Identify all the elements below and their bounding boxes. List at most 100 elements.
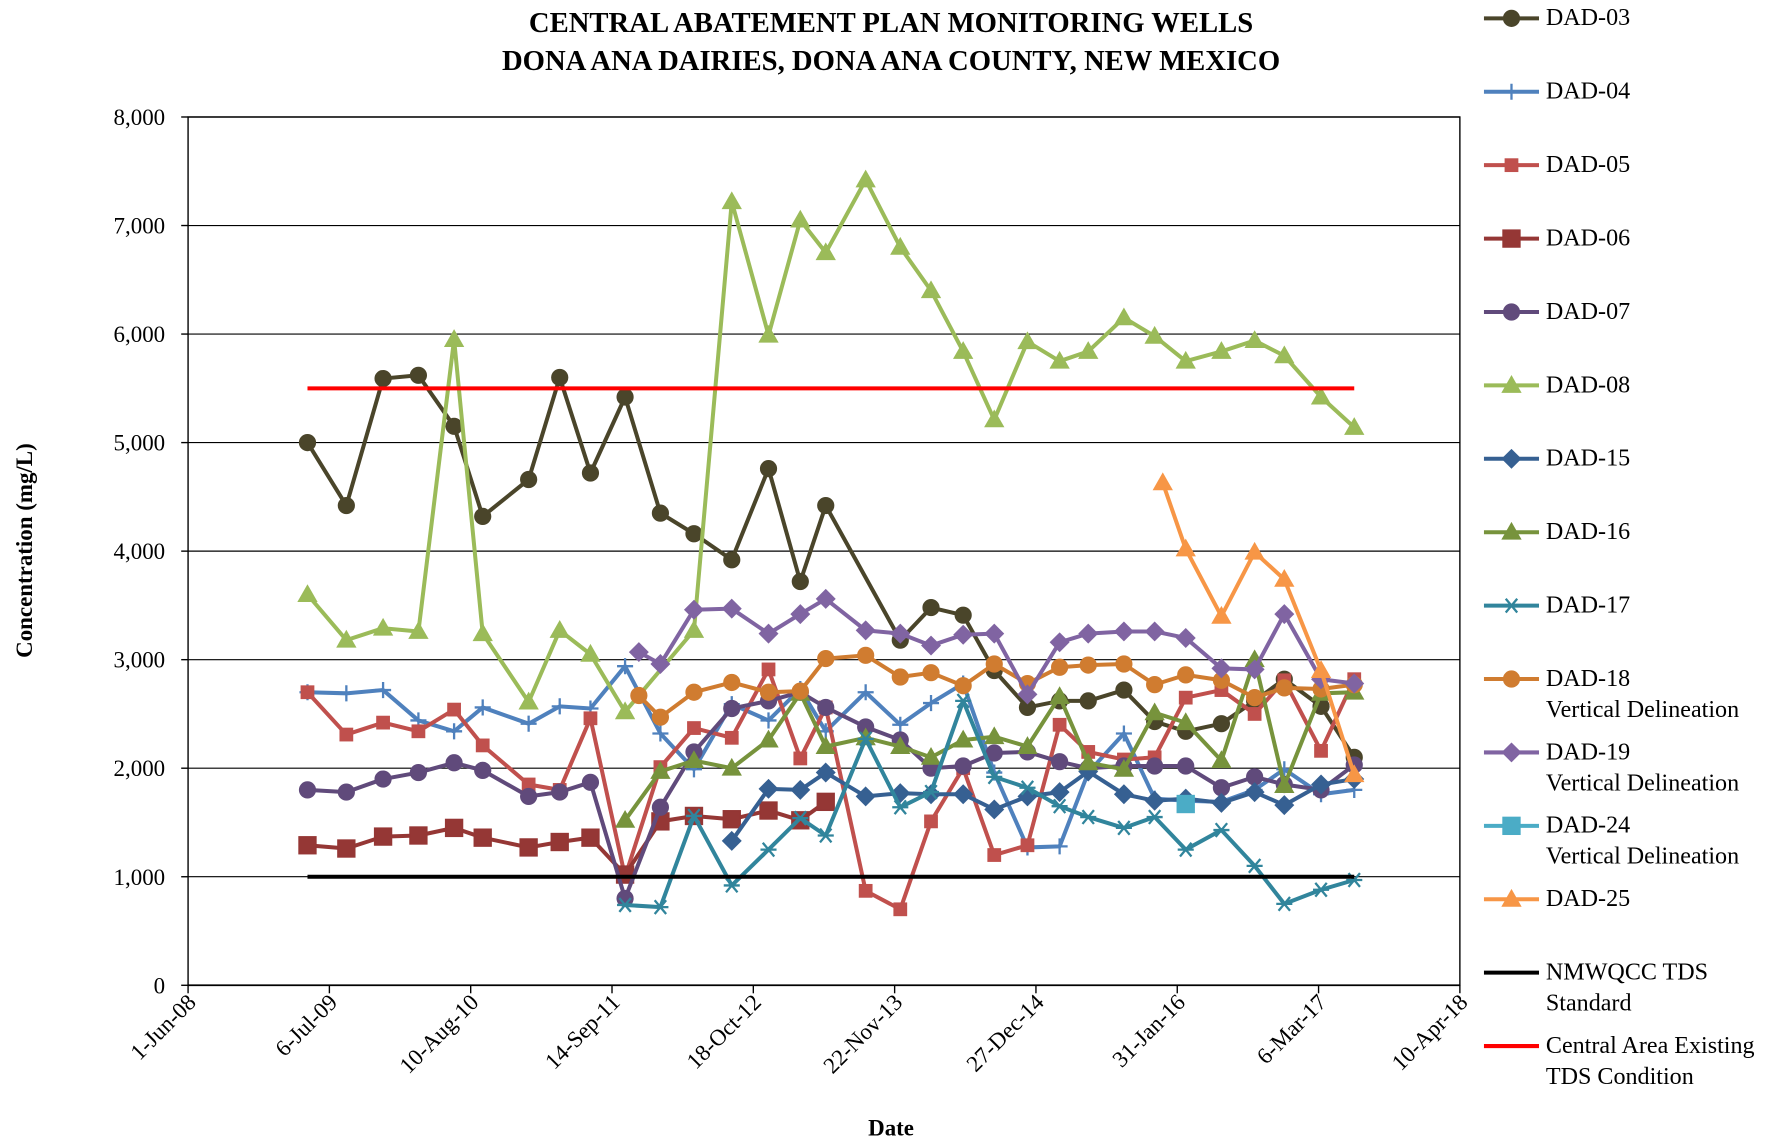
marker (1211, 605, 1232, 624)
marker (298, 781, 317, 799)
marker (1502, 229, 1521, 248)
marker (297, 584, 318, 603)
marker (1051, 658, 1069, 676)
marker (409, 763, 428, 782)
series-line (306, 667, 1357, 912)
marker (1051, 838, 1068, 855)
y-tick-label: 6,000 (114, 322, 166, 347)
legend-label: DAD-24 Vertical Delineation (1545, 810, 1740, 870)
marker (1501, 375, 1522, 393)
marker (953, 729, 974, 748)
marker (1049, 686, 1070, 705)
legend-entry: NMWQCC TDS Standard (1482, 957, 1708, 1019)
marker (721, 191, 742, 210)
marker (857, 646, 875, 664)
marker (1313, 882, 1330, 898)
marker (614, 701, 636, 720)
marker (1211, 658, 1232, 679)
marker (687, 721, 701, 735)
marker (816, 792, 835, 812)
marker (1115, 820, 1132, 836)
legend-entry: DAD-04 (1482, 76, 1631, 107)
legend-swatch (1483, 229, 1540, 248)
marker (793, 751, 808, 766)
marker (1177, 666, 1195, 684)
marker (1019, 780, 1036, 796)
marker (445, 754, 463, 772)
legend-swatch (1483, 9, 1540, 27)
marker (683, 620, 705, 638)
marker (1049, 350, 1070, 369)
marker (1344, 417, 1365, 435)
legend-label: DAD-15 (1545, 443, 1631, 472)
legend-swatch (1483, 448, 1540, 469)
x-axis-title: Date (868, 1116, 914, 1139)
marker (1244, 782, 1265, 803)
marker (652, 899, 669, 915)
y-tick-label: 7,000 (114, 214, 166, 239)
marker (1152, 472, 1173, 491)
legend-label: DAD-16 (1545, 517, 1631, 545)
legend-swatch (1483, 83, 1540, 100)
marker (1146, 757, 1164, 775)
marker (855, 620, 876, 641)
marker (1078, 623, 1099, 644)
marker (474, 761, 492, 779)
marker (617, 897, 634, 913)
marker (892, 716, 909, 733)
legend-label: DAD-25 (1545, 884, 1631, 912)
marker (1246, 689, 1264, 707)
legend-label: DAD-04 (1545, 76, 1631, 105)
legend-entry: DAD-24 Vertical Delineation (1482, 810, 1739, 872)
marker (1177, 841, 1194, 858)
legend-entry: DAD-05 (1482, 149, 1630, 180)
x-tick-label: 18-Oct-12 (682, 989, 766, 1073)
marker (1176, 794, 1195, 814)
marker (1247, 707, 1262, 721)
marker (722, 810, 741, 829)
marker (857, 684, 874, 701)
marker (723, 673, 741, 692)
marker (520, 787, 538, 806)
marker (411, 724, 426, 739)
marker (1503, 83, 1520, 100)
marker (790, 604, 811, 625)
title-line: CENTRAL ABATEMENT PLAN MONITORING WELLS (528, 8, 1254, 39)
marker (817, 496, 835, 515)
marker (953, 784, 974, 805)
legend-entry: Central Area Existing TDS Condition (1482, 1030, 1755, 1092)
marker (1146, 676, 1164, 694)
marker (685, 683, 703, 701)
marker (614, 809, 636, 828)
marker (984, 726, 1005, 745)
y-tick-label: 1,000 (114, 865, 166, 890)
marker (984, 799, 1005, 820)
marker (339, 727, 354, 742)
marker (617, 658, 634, 675)
marker (1274, 775, 1295, 794)
marker (815, 242, 836, 261)
x-tick-label: 22-Nov-13 (819, 989, 908, 1078)
y-tick-label: 0 (154, 973, 165, 998)
chart-title: CENTRAL ABATEMENT PLAN MONITORING WELLS … (183, 5, 1598, 81)
legend-label: DAD-06 (1545, 223, 1631, 252)
marker (1052, 717, 1067, 732)
marker (337, 783, 355, 801)
marker (890, 236, 911, 255)
marker (1115, 681, 1133, 699)
marker (650, 654, 671, 674)
marker (790, 779, 811, 800)
marker (723, 699, 741, 718)
marker (1078, 341, 1099, 359)
y-tick-label: 8,000 (114, 105, 166, 130)
x-tick-label: 14-Sep-11 (540, 989, 625, 1074)
marker (921, 635, 942, 656)
marker (791, 682, 809, 700)
marker (376, 715, 390, 730)
legend-entry: DAD-06 (1482, 223, 1631, 254)
marker (1049, 632, 1070, 653)
marker (954, 757, 972, 775)
marker (760, 841, 777, 858)
marker (1049, 782, 1070, 803)
marker (858, 883, 873, 898)
